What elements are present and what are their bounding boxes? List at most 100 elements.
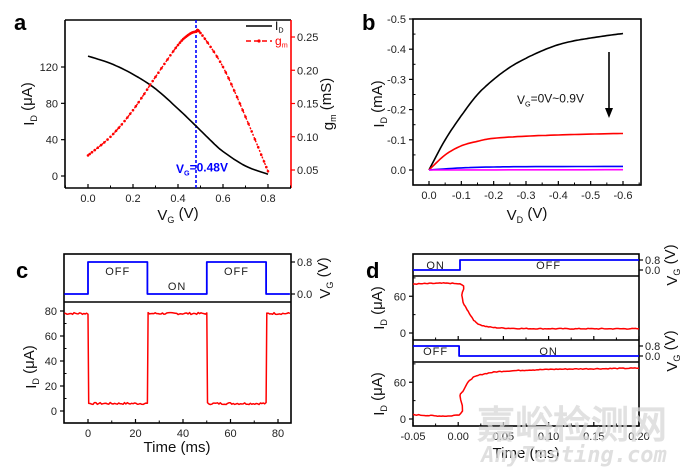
series-point-gm xyxy=(117,126,121,129)
series-line-ID-3 xyxy=(412,367,640,418)
series-point-gm xyxy=(120,123,124,126)
panel-d-xlabel: Time (ms) xyxy=(493,445,560,462)
series-line-ID xyxy=(64,311,291,406)
panel-b-arrow-head xyxy=(605,108,613,118)
state-label-on: ON xyxy=(539,346,558,358)
panel-b-y-label: -0.1 xyxy=(387,135,406,147)
panel-b-y-label: -0.4 xyxy=(387,44,406,56)
legend-label-gm: gm xyxy=(275,34,288,50)
panel-a-vg-annotation: VG=0.48V xyxy=(176,160,228,177)
panel-d-ylabel-id-1: ID (μA) xyxy=(369,286,389,329)
panel-a-x-label: 0.0 xyxy=(80,193,95,205)
panel-c-id-label: 0 xyxy=(51,406,57,418)
series-line-ID xyxy=(87,55,269,175)
series-point-gm xyxy=(203,37,207,41)
panel-b-x-label: -0.2 xyxy=(484,190,503,202)
panel-b-x-label: -0.3 xyxy=(517,190,536,202)
panel-c-x-label: 0 xyxy=(85,428,91,440)
panel-d-ylabel-vg-0: VG (V) xyxy=(662,244,680,285)
series-point-gm xyxy=(96,146,100,149)
legend-marker-gm xyxy=(257,39,261,43)
series-point-gm xyxy=(227,76,230,80)
panel-d-id-3-label: 0 xyxy=(400,414,406,426)
series-line-ID-1 xyxy=(413,282,640,330)
series-point-gm xyxy=(128,112,132,116)
panel-c-xlabel: Time (ms) xyxy=(144,439,211,456)
series-point-gm xyxy=(171,50,175,53)
series-point-gm xyxy=(157,71,160,74)
series-point-gm xyxy=(109,135,112,139)
panel-b-ylabel: ID (mA) xyxy=(369,80,389,127)
series-point-gm xyxy=(244,115,247,119)
panel-d-id-1-label: 60 xyxy=(394,291,406,303)
panel-c-x-label: 80 xyxy=(272,428,284,440)
series-point-gm xyxy=(178,41,182,44)
panel-a-yright-label: 0.25 xyxy=(297,32,318,44)
series-line-VG-2 xyxy=(413,345,639,357)
panel-d-x-label: 0.10 xyxy=(538,431,559,443)
panel-c-frame xyxy=(63,253,292,424)
panel-b-x-label: 0.0 xyxy=(421,190,436,202)
panel-d-vg-2-label: 0.0 xyxy=(645,351,660,363)
panel-a-yright-label: 0.10 xyxy=(297,132,318,144)
panel-d-vg-0-label: 0.0 xyxy=(645,265,660,277)
watermark-cn: 嘉峪检测网 xyxy=(477,403,667,447)
series-point-gm xyxy=(247,122,250,126)
panel-a-yright-label: 0.20 xyxy=(297,65,318,77)
series-point-gm xyxy=(106,138,109,141)
series-point-gm xyxy=(145,88,149,91)
series-point-gm xyxy=(88,152,91,156)
panel-b-y-label: -0.5 xyxy=(387,14,406,26)
panel-b-vg-annotation: VG=0V~0.9V xyxy=(517,91,584,108)
series-point-gm xyxy=(232,89,236,92)
panel-a-x-label: 0.4 xyxy=(170,193,185,205)
panel-c-vg-label: 0.0 xyxy=(297,289,312,301)
series-point-gm xyxy=(259,153,263,156)
panel-d-vg-0-label: 0.8 xyxy=(645,255,660,267)
panel-b-y-label: -0.2 xyxy=(387,105,406,117)
series-point-gm xyxy=(218,60,222,63)
state-label-off: OFF xyxy=(224,266,249,278)
panel-d-x-label: -0.05 xyxy=(400,431,425,443)
panel-d-ylabel-vg-2: VG (V) xyxy=(662,330,680,371)
panel-c-ylabel-vg: VG (V) xyxy=(315,257,335,298)
series-point-gm xyxy=(206,41,209,44)
panel-label-d: d xyxy=(366,258,379,283)
panel-d-x-label: 0.05 xyxy=(493,431,514,443)
panel-label-c: c xyxy=(16,258,28,283)
series-point-gm xyxy=(238,102,242,105)
series-point-gm xyxy=(112,132,115,136)
series-point-gm xyxy=(151,79,154,83)
series-point-gm xyxy=(99,143,103,147)
state-label-on: ON xyxy=(426,260,445,272)
series-point-gm xyxy=(266,170,270,173)
series-point-gm xyxy=(221,65,225,69)
series-point-gm xyxy=(166,58,169,61)
series-point-gm xyxy=(250,130,253,133)
series-point-gm xyxy=(241,108,244,112)
series-point-gm xyxy=(103,141,106,144)
series-point-gm xyxy=(215,55,219,58)
state-label-off: OFF xyxy=(105,266,130,278)
panel-c-id-label: 60 xyxy=(45,331,57,343)
panel-b-x-label: -0.5 xyxy=(581,190,600,202)
series-point-gm xyxy=(148,84,152,87)
series-point-gm xyxy=(126,116,129,119)
series-point-gm xyxy=(230,83,233,86)
series-point-gm xyxy=(90,150,94,154)
panel-d-id-1-label: 0 xyxy=(400,328,406,340)
panel-c-id-label: 40 xyxy=(45,356,57,368)
watermark-en: AnyTesting.com xyxy=(479,443,666,467)
panel-c-x-label: 60 xyxy=(224,428,236,440)
panel-b-x-label: -0.1 xyxy=(452,190,471,202)
panel-c-vg-label: 0.8 xyxy=(297,257,312,269)
state-label-on: ON xyxy=(168,281,187,293)
series-point-gm xyxy=(201,34,204,37)
series-line-VG-0 xyxy=(413,259,639,271)
panel-b-x-label: -0.6 xyxy=(614,190,633,202)
panel-b-frame xyxy=(412,18,642,186)
series-point-gm xyxy=(253,138,257,141)
panel-label-a: a xyxy=(14,10,27,35)
panel-b-y-label: 0.0 xyxy=(391,165,406,177)
